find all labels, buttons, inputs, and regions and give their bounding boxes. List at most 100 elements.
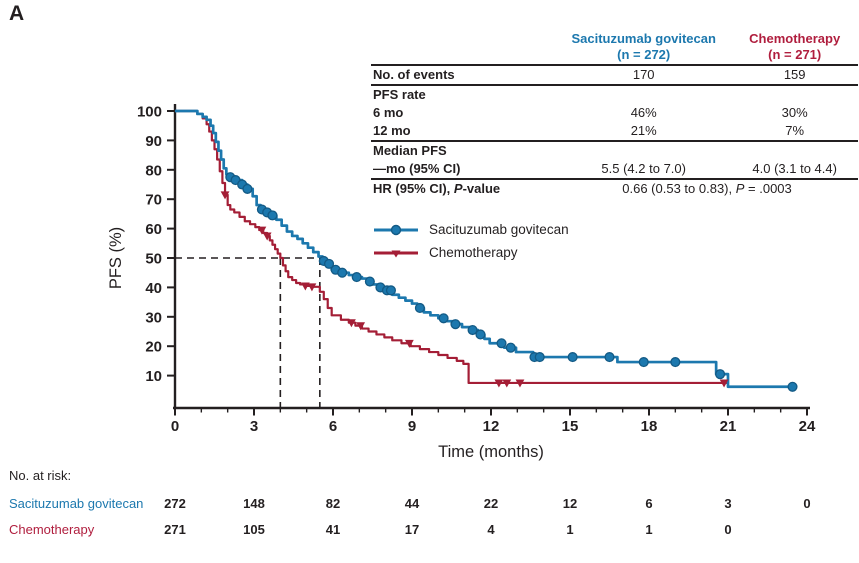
at-risk-value: 12: [562, 496, 578, 511]
sg-censor-circle-icon-24: [534, 352, 545, 363]
x-tick-label-18: 18: [641, 418, 658, 435]
chemo-censor-triangle-icon-11: [719, 379, 729, 388]
sg-censor-circle-icon-16: [414, 302, 425, 314]
y-tick-label-80: 80: [145, 162, 162, 179]
at-risk-value: 1: [566, 522, 574, 537]
x-tick-label-21: 21: [720, 418, 737, 435]
at-risk-label-sacituzumab: Sacituzumab govitecan: [9, 496, 144, 511]
chemotherapy-curve: [175, 109, 728, 385]
at-risk-value: 0: [803, 496, 811, 511]
at-risk-value: 105: [243, 522, 265, 537]
sg-censor-circle-icon-27: [638, 357, 649, 368]
sg-censor-circle-icon-8: [323, 258, 335, 269]
y-tick-label-50: 50: [145, 251, 162, 268]
x-tick-label-3: 3: [250, 418, 258, 435]
chemo-censor-triangle-icon-10: [515, 379, 525, 388]
no-events-sg: 170: [556, 65, 732, 86]
sg-censor-circle-icon-22: [505, 342, 516, 353]
pfs-6mo-label: 6 mo: [373, 105, 404, 120]
y-tick-label-30: 30: [145, 309, 162, 326]
at-risk-value: 271: [164, 522, 186, 537]
x-axis-title: Time (months): [438, 443, 544, 461]
row-no-of-events: No. of events 170 159: [371, 65, 858, 86]
row-pfs-6mo: 6 mo 46% 30%: [371, 104, 858, 122]
at-risk-label-chemotherapy: Chemotherapy: [9, 522, 95, 537]
sg-censor-circle-icon-11: [351, 272, 362, 283]
table-header-sg: Sacituzumab govitecan (n = 272): [556, 30, 732, 66]
y-tick-label-40: 40: [145, 280, 162, 297]
table-header-empty: [371, 30, 557, 66]
at-risk-value: 44: [404, 496, 420, 511]
chemo-censor-triangle-icon-0: [220, 191, 230, 200]
chemo-censor-triangle-icon-4: [307, 283, 317, 292]
y-tick-label-90: 90: [145, 133, 162, 150]
sg-censor-circle-icon-19: [467, 324, 478, 336]
pfs-6mo-chemo: 30%: [781, 105, 808, 120]
sg-censor-circle-icon-29: [715, 369, 726, 380]
y-tick-label-10: 10: [145, 368, 162, 385]
x-tick-label-6: 6: [329, 418, 337, 435]
at-risk-row-chemotherapy: Chemotherapy 271 105 41 17 4 1 1 0: [0, 522, 859, 538]
median-pfs-sg: 5.5 (4.2 to 7.0): [556, 160, 732, 180]
at-risk-value: 82: [325, 496, 341, 511]
chemo-header-n: (n = 271): [768, 47, 822, 62]
pfs-12mo-sg: 21%: [556, 122, 732, 142]
sg-censor-circle-icon-3: [242, 183, 253, 194]
median-pfs-unit-label: —mo (95% CI): [371, 160, 557, 180]
y-tick-label-70: 70: [145, 192, 162, 209]
at-risk-value: 22: [483, 496, 499, 511]
sg-censor-circle-icon-28: [670, 357, 681, 368]
sg-censor-circle-icon-6: [267, 210, 278, 221]
row-median-pfs-values: —mo (95% CI) 5.5 (4.2 to 7.0) 4.0 (3.1 t…: [371, 160, 858, 180]
pfs-6mo-sg: 46%: [630, 105, 657, 120]
panel-label: A: [9, 2, 25, 25]
median-pfs-chemo: 4.0 (3.1 to 4.4): [731, 160, 858, 180]
chemo-censor-triangle-icon-5: [347, 319, 356, 328]
y-tick-label-20: 20: [145, 339, 162, 356]
chemo-censor-triangle-icon-9: [502, 379, 512, 388]
table-header-chemo: Chemotherapy (n = 271): [731, 30, 858, 66]
y-tick-label-100: 100: [137, 104, 162, 121]
sg-header-n: (n = 272): [617, 47, 671, 62]
y-tick-label-60: 60: [145, 221, 162, 238]
hr-value: 0.66 (0.53 to 0.83), P = .0003: [622, 181, 792, 196]
no-events-label: No. of events: [371, 65, 557, 86]
x-tick-label-24: 24: [799, 418, 816, 435]
x-tick-label-15: 15: [562, 418, 579, 435]
row-pfs-12mo: 12 mo 21% 7%: [371, 122, 858, 142]
legend-item-sacituzumab: Sacituzumab govitecan: [373, 218, 569, 241]
chemo-censor-triangle-icon-1: [257, 226, 267, 235]
x-tick-label-9: 9: [408, 418, 416, 435]
sg-censor-circle-icon-25: [567, 352, 578, 363]
sg-censor-circle-icon-20: [475, 329, 486, 340]
at-risk-value: 1: [645, 522, 653, 537]
median-pfs-label: Median PFS: [373, 143, 447, 158]
y-axis-title: PFS (%): [107, 227, 125, 289]
at-risk-value: 41: [325, 522, 341, 537]
row-median-pfs-title: Median PFS: [371, 141, 858, 160]
sg-censor-circle-icon-10: [337, 267, 348, 278]
sg-censor-circle-icon-26: [604, 352, 615, 363]
sg-censor-circle-icon-30: [787, 381, 798, 392]
at-risk-value: 17: [404, 522, 420, 537]
chemo-censor-triangle-icon-2: [262, 232, 272, 241]
sg-censor-circle-icon-15: [385, 285, 396, 296]
at-risk-value: 148: [243, 496, 265, 511]
chemo-header-name: Chemotherapy: [749, 31, 841, 46]
at-risk-value: 0: [724, 522, 732, 537]
stats-table: Sacituzumab govitecan (n = 272) Chemothe…: [371, 30, 858, 198]
pfs-12mo-chemo: 7%: [731, 122, 858, 142]
table-header-row: Sacituzumab govitecan (n = 272) Chemothe…: [371, 30, 858, 66]
chemo-censor-triangle-icon-8: [494, 379, 504, 388]
sg-line-circle-icon: [374, 224, 418, 235]
x-tick-label-0: 0: [171, 418, 179, 435]
at-risk-value: 3: [724, 496, 732, 511]
row-pfs-rate: PFS rate: [371, 85, 858, 104]
at-risk-value: 4: [487, 522, 495, 537]
legend-item-chemotherapy: Chemotherapy: [373, 241, 569, 264]
at-risk-value: 272: [164, 496, 186, 511]
sg-censor-circle-icon-21: [496, 338, 507, 349]
chemo-line-triangle-icon: [374, 250, 418, 257]
